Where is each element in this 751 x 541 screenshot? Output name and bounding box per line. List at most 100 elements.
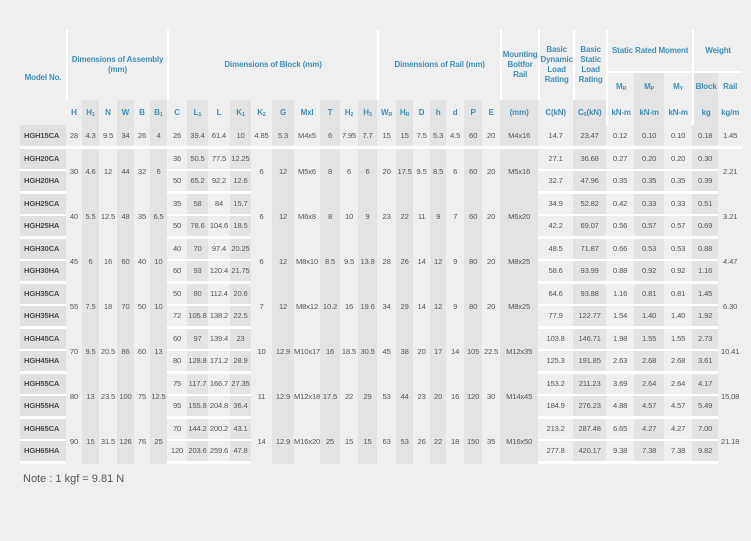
cell-cdyn: 42.2 [538,216,574,239]
cell-h: 17 [430,329,447,374]
cell-rail: 10.41 [718,329,743,374]
cell-bolt: M12x35 [500,329,539,374]
cell-my: 0.10 [664,125,693,149]
cell-rail: 15.08 [718,374,743,419]
cell-my: 7.38 [664,441,693,464]
column-header-t: T [320,100,341,125]
symbol-subscript: 2 [262,111,266,118]
cell-mxl: M10x17 [294,329,321,374]
cell-d: 6 [446,149,465,194]
cell-b: 60 [134,329,150,374]
cell-c: 60 [167,329,188,351]
mounting-bolt-header: Mounting Boltfor Rail [500,30,539,100]
table-row: HGH20HA 50 65.2 92.2 12.6 32.7 47.96 0.35 0.35 0.… [20,171,742,194]
cell-b1: 10 [150,284,168,329]
weight-rail-header: Rail [718,73,743,100]
cell-mr: 9.38 [606,441,635,464]
column-header-bolt: (mm) [500,100,539,125]
cell-mp: 4.27 [634,419,665,441]
cell-mp: 0.33 [634,194,665,216]
moment-unit: kN-m [634,100,665,125]
cell-mp: 4.57 [634,396,665,419]
cell-p: 120 [464,374,483,419]
cell-cdyn: 27.1 [538,149,574,171]
cell-t: 8.5 [320,239,341,284]
cell-n: 12.5 [99,194,117,239]
cell-e: 20 [482,194,501,239]
column-header-l1: L1 [187,100,209,125]
model-number: HGH15CA [20,125,66,149]
model-number: HGH45HA [20,351,66,374]
cell-hr: 53 [396,419,414,464]
cell-w: 100 [117,374,134,419]
symbol-subscript: 1 [241,111,245,118]
cell-wr: 15 [377,125,397,149]
cell-h1: 13 [82,374,99,419]
cell-h: 90 [66,419,82,464]
header-row-1: Model No. Dimensions of Assembly (mm) Dime… [20,30,743,125]
weight-block-unit: kg [692,100,719,125]
cell-k1: 20.25 [230,239,252,261]
cell-k1: 21.75 [230,261,252,284]
cell-my: 0.92 [664,261,693,284]
cell-wr: 45 [377,329,397,374]
symbol: B [154,107,160,117]
static-moment-header: Static Rated Moment [606,30,693,73]
cell-mr: 0.88 [606,261,635,284]
cell-kg: 2.73 [692,329,719,351]
cell-my: 2.68 [664,351,693,374]
cell-t: 8 [320,194,341,239]
cell-l: 171.2 [208,351,231,374]
column-header-n: N [99,100,117,125]
cell-kg: 0.39 [692,171,719,194]
table-row: HGH55CA 80 13 23.5 100 75 12.5 75 117.7 166.7 27.3… [20,374,743,419]
symbol-subscript: 1 [159,111,163,118]
cell-c: 95 [167,396,188,419]
cell-c0: 191.85 [573,351,607,374]
cell-h2: 18.5 [340,329,359,374]
symbol: h [435,107,441,117]
moment-unit: kN-m [606,100,635,125]
cell-h: 70 [66,329,82,374]
cell-g: 12.9 [272,374,295,419]
cell-c: 50 [167,284,188,306]
cell-p: 60 [464,149,483,194]
cell-hr: 17.5 [396,149,414,194]
cell-h3: 13.8 [358,239,378,284]
cell-e: 30 [482,374,501,419]
cell-t: 6 [320,125,341,149]
cell-kg: 0.18 [692,125,719,149]
cell-c0: 211.23 [573,374,607,396]
cell-d: 14 [446,329,465,374]
cell-k1: 20.6 [230,284,252,306]
cell-b: 50 [134,284,150,329]
column-header-h3: H3 [358,100,378,125]
cell-mp: 0.10 [634,125,665,149]
symbol-subscript: Y [679,85,684,92]
cell-k1: 23 [230,329,252,351]
header-row-2: MR MP MY Block Rail [20,73,743,100]
cell-wr: 28 [377,239,397,284]
cell-my: 4.57 [664,396,693,419]
cell-my: 1.40 [664,306,693,329]
cell-h1: 5.5 [82,194,99,239]
cell-cdyn: 103.8 [538,329,574,351]
cell-c: 26 [167,125,188,149]
cell-t: 10.2 [320,284,341,329]
cell-d: 16 [446,374,465,419]
cell-k1: 22.5 [230,306,252,329]
cell-e: 35 [482,419,501,464]
cell-wr: 34 [377,284,397,329]
cell-mr: 1.16 [606,284,635,306]
cell-c0: 93.99 [573,261,607,284]
weight-block-header: Block [692,73,719,100]
cell-w: 44 [117,149,134,194]
cell-e: 22.5 [482,329,501,374]
cell-h2: 10 [340,194,359,239]
cell-h: 12 [430,239,447,284]
cell-c0: 69.07 [573,216,607,239]
cell-wr: 53 [377,374,397,419]
symbol: W [121,107,130,117]
cell-p: 80 [464,239,483,284]
cell-c: 35 [167,194,188,216]
